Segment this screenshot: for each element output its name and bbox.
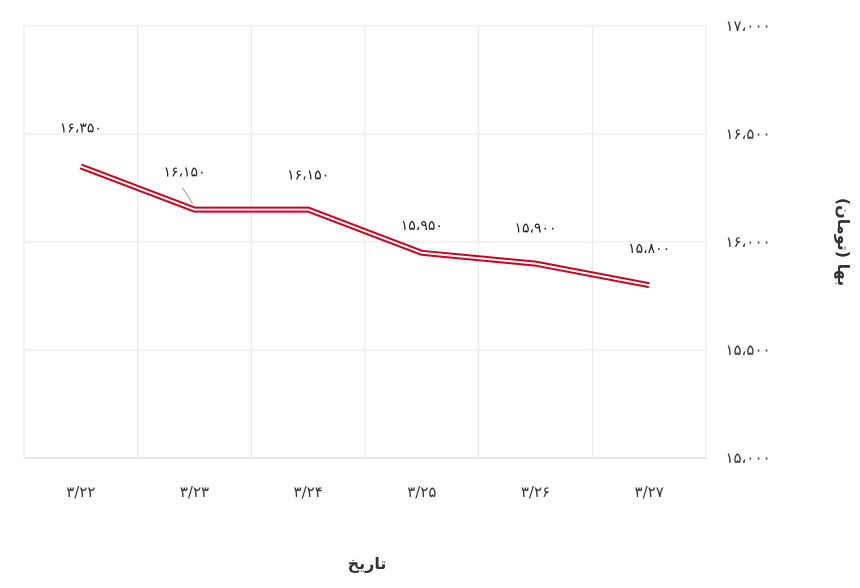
x-axis-ticks: ۳/۲۲ ۳/۲۳ ۳/۲۴ ۳/۲۵ ۳/۲۶ ۳/۲۷ bbox=[66, 483, 664, 501]
y-tick-label: ۱۵،۵۰۰ bbox=[725, 341, 770, 359]
x-tick-label: ۳/۲۲ bbox=[66, 483, 95, 501]
data-label: ۱۶،۱۵۰ bbox=[163, 165, 205, 181]
data-label: ۱۶،۳۵۰ bbox=[60, 120, 102, 136]
data-labels: ۱۶،۳۵۰ ۱۶،۱۵۰ ۱۶،۱۵۰ ۱۵،۹۵۰ ۱۵،۹۰۰ ۱۵،۸۰۰ bbox=[60, 120, 670, 257]
x-tick-label: ۳/۲۴ bbox=[294, 483, 323, 501]
x-tick-label: ۳/۲۷ bbox=[635, 483, 664, 501]
data-label: ۱۶،۱۵۰ bbox=[287, 168, 329, 184]
y-tick-label: ۱۶،۵۰۰ bbox=[725, 125, 770, 143]
data-label: ۱۵،۹۵۰ bbox=[401, 218, 443, 234]
y-tick-label: ۱۵،۰۰۰ bbox=[725, 449, 770, 467]
grid bbox=[23, 25, 707, 459]
series-line-inner bbox=[80, 165, 650, 287]
y-axis-ticks: ۱۵،۰۰۰ ۱۵،۵۰۰ ۱۶،۰۰۰ ۱۶،۵۰۰ ۱۷،۰۰۰ bbox=[725, 17, 770, 467]
data-label: ۱۵،۸۰۰ bbox=[628, 241, 670, 257]
y-tick-label: ۱۷،۰۰۰ bbox=[725, 17, 770, 35]
data-label: ۱۵،۹۰۰ bbox=[514, 221, 556, 237]
x-tick-label: ۳/۲۵ bbox=[407, 483, 436, 501]
x-tick-label: ۳/۲۳ bbox=[180, 483, 209, 501]
series-layer bbox=[79, 163, 650, 289]
y-axis-title: بها (تومان) bbox=[834, 198, 853, 286]
x-axis-title: تاریخ bbox=[348, 554, 387, 573]
y-tick-label: ۱۶،۰۰۰ bbox=[725, 233, 770, 251]
data-label-leader bbox=[182, 187, 193, 204]
x-tick-label: ۳/۲۶ bbox=[521, 483, 550, 501]
